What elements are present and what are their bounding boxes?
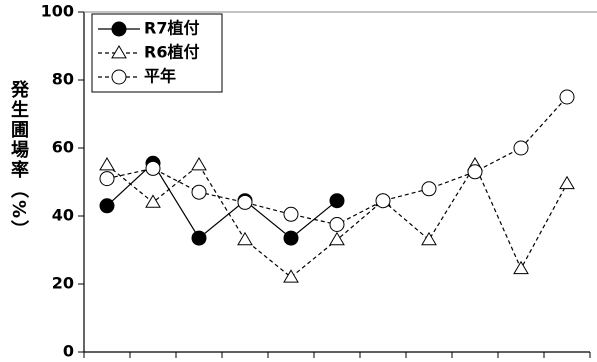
marker xyxy=(559,89,575,105)
marker xyxy=(283,269,299,283)
marker xyxy=(559,175,575,190)
marker xyxy=(191,184,207,200)
legend-label: R7植付 xyxy=(144,19,199,38)
marker xyxy=(375,193,391,209)
marker xyxy=(467,164,483,180)
y-tick-label: 0 xyxy=(63,342,74,361)
marker xyxy=(329,193,345,209)
marker xyxy=(421,231,437,246)
marker xyxy=(237,194,253,210)
marker xyxy=(513,140,529,156)
marker xyxy=(329,231,345,246)
marker xyxy=(283,230,299,246)
marker xyxy=(283,206,299,222)
y-tick-label: 60 xyxy=(52,138,74,157)
marker xyxy=(99,198,115,214)
series-line xyxy=(106,162,338,239)
legend-marker xyxy=(111,45,127,59)
marker xyxy=(145,160,161,176)
legend-label: R6植付 xyxy=(144,43,199,62)
marker xyxy=(99,171,115,187)
marker xyxy=(191,157,207,171)
marker xyxy=(145,194,161,208)
y-tick-label: 80 xyxy=(52,70,74,89)
y-tick-label: 20 xyxy=(52,274,74,293)
marker xyxy=(237,231,253,246)
marker xyxy=(191,230,207,246)
marker xyxy=(421,181,437,197)
y-tick-label: 100 xyxy=(41,2,74,21)
legend-marker xyxy=(111,69,127,85)
y-tick-label: 40 xyxy=(52,206,74,225)
y-axis-label: 発生圃場率（%） xyxy=(8,80,29,241)
marker xyxy=(99,157,115,171)
marker xyxy=(329,217,345,232)
legend-label: 平年 xyxy=(144,67,176,86)
legend-marker xyxy=(111,21,127,37)
marker xyxy=(513,260,529,275)
